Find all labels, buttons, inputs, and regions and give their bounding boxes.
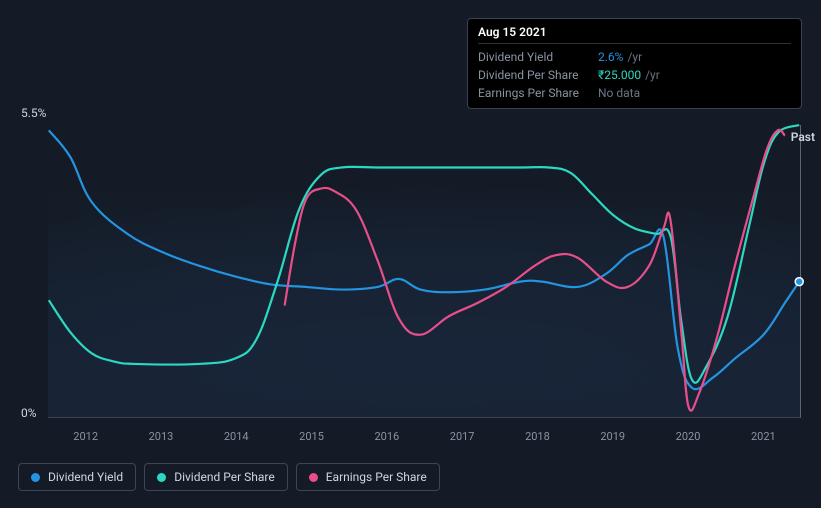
yaxis-label-max: 5.5% xyxy=(21,106,46,120)
xaxis-tick: 2013 xyxy=(123,430,198,444)
series-line xyxy=(49,125,799,383)
tooltip-suffix: /yr xyxy=(645,66,660,84)
tooltip-row: Dividend Yield2.6% /yr xyxy=(478,48,791,66)
xaxis-tick: 2012 xyxy=(48,430,123,444)
series-line xyxy=(49,130,799,389)
tooltip-date: Aug 15 2021 xyxy=(478,25,791,44)
chart-tooltip: Aug 15 2021 Dividend Yield2.6%/yrDividen… xyxy=(467,18,802,109)
tooltip-suffix: /yr xyxy=(627,48,642,66)
tooltip-label: Dividend Per Share xyxy=(478,66,598,84)
xaxis-tick: 2021 xyxy=(726,430,801,444)
legend-swatch-icon xyxy=(309,473,318,482)
legend-swatch-icon xyxy=(157,473,166,482)
legend-swatch-icon xyxy=(31,473,40,482)
series-end-dot-icon xyxy=(795,278,803,286)
tooltip-row: Earnings Per ShareNo data xyxy=(478,84,791,102)
tooltip-label: Earnings Per Share xyxy=(478,84,598,102)
xaxis: 2012201320142015201620172018201920202021 xyxy=(48,430,801,444)
chart-plot-area xyxy=(48,125,801,418)
legend-label: Dividend Yield xyxy=(48,470,123,484)
xaxis-tick: 2018 xyxy=(500,430,575,444)
xaxis-tick: 2020 xyxy=(650,430,725,444)
xaxis-tick: 2019 xyxy=(575,430,650,444)
legend-item[interactable]: Dividend Per Share xyxy=(144,463,288,491)
tooltip-row: Dividend Per Share₹25.000/yr xyxy=(478,66,791,84)
xaxis-tick: 2014 xyxy=(199,430,274,444)
chart-lines xyxy=(48,125,800,417)
legend-item[interactable]: Dividend Yield xyxy=(18,463,136,491)
tooltip-value: ₹25.000 xyxy=(598,66,641,84)
xaxis-tick: 2016 xyxy=(349,430,424,444)
legend-label: Earnings Per Share xyxy=(326,470,427,484)
legend: Dividend Yield Dividend Per Share Earnings… xyxy=(18,463,440,491)
tooltip-value: No data xyxy=(598,84,640,102)
xaxis-tick: 2015 xyxy=(274,430,349,444)
xaxis-tick: 2017 xyxy=(424,430,499,444)
legend-item[interactable]: Earnings Per Share xyxy=(296,463,440,491)
tooltip-value: 2.6% xyxy=(598,48,623,66)
series-line xyxy=(285,130,785,411)
tooltip-label: Dividend Yield xyxy=(478,48,598,66)
past-label: Past xyxy=(791,130,815,144)
yaxis-label-min: 0% xyxy=(21,406,37,420)
legend-label: Dividend Per Share xyxy=(174,470,275,484)
